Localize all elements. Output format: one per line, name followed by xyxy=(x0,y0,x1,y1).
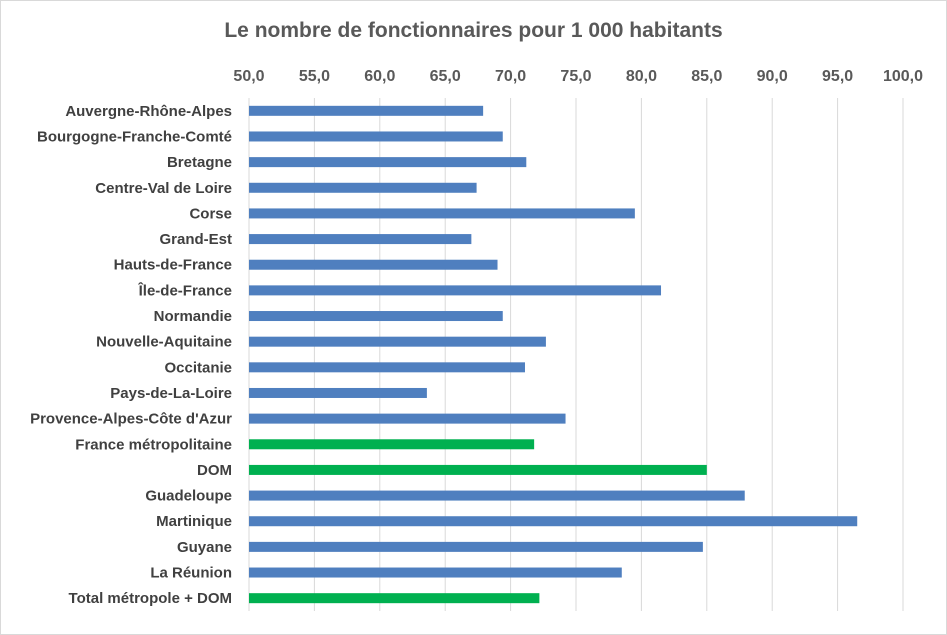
bar xyxy=(249,285,662,296)
category-label: Nouvelle-Aquitaine xyxy=(96,334,232,351)
bar xyxy=(249,541,703,552)
x-tick-label: 90,0 xyxy=(757,68,788,85)
category-label: Total métropole + DOM xyxy=(69,590,232,607)
category-label: Martinique xyxy=(156,513,232,530)
bar xyxy=(249,464,707,475)
bar xyxy=(249,208,635,219)
bar xyxy=(249,157,527,168)
bar xyxy=(249,567,622,578)
category-label: Guyane xyxy=(177,539,232,556)
bar xyxy=(249,336,546,347)
category-label: Guadeloupe xyxy=(145,488,232,505)
category-label: DOM xyxy=(197,462,232,479)
x-tick-label: 55,0 xyxy=(299,68,330,85)
bars xyxy=(249,105,858,604)
bar xyxy=(249,234,472,245)
category-label: Auvergne-Rhône-Alpes xyxy=(65,103,232,120)
chart-title: Le nombre de fonctionnaires pour 1 000 h… xyxy=(224,19,723,42)
x-tick-label: 50,0 xyxy=(233,68,264,85)
x-tick-label: 95,0 xyxy=(822,68,853,85)
x-tick-label: 100,0 xyxy=(883,68,923,85)
x-tick-label: 85,0 xyxy=(691,68,722,85)
category-label: Pays-de-La-Loire xyxy=(110,385,232,402)
bar xyxy=(249,105,484,116)
bar xyxy=(249,131,503,142)
category-label: Centre-Val de Loire xyxy=(95,180,232,197)
bar xyxy=(249,259,498,270)
category-label: Normandie xyxy=(154,308,232,325)
bar xyxy=(249,413,566,424)
x-tick-label: 60,0 xyxy=(364,68,395,85)
category-labels: Auvergne-Rhône-Alpes Bourgogne-Franche-Co… xyxy=(30,103,232,607)
x-tick-label: 65,0 xyxy=(430,68,461,85)
bar xyxy=(249,593,540,604)
category-label: Corse xyxy=(189,205,232,222)
bar xyxy=(249,182,477,193)
category-label: Hauts-de-France xyxy=(114,257,232,274)
x-axis-ticks: 50,0 55,0 60,0 65,0 70,0 75,0 80,0 85,0 90,0 95,0… xyxy=(233,68,923,85)
category-label: La Réunion xyxy=(150,565,232,582)
bar xyxy=(249,516,858,527)
bar xyxy=(249,387,427,398)
bar xyxy=(249,311,503,322)
category-label: Grand-Est xyxy=(159,231,232,248)
category-label: Provence-Alpes-Côte d'Azur xyxy=(30,411,232,428)
bar xyxy=(249,490,745,501)
bar xyxy=(249,439,535,450)
gridlines xyxy=(248,98,904,611)
category-label: Île-de-France xyxy=(138,281,232,299)
x-tick-label: 75,0 xyxy=(560,68,591,85)
category-label: Occitanie xyxy=(164,359,232,376)
x-tick-label: 70,0 xyxy=(495,68,526,85)
category-label: Bretagne xyxy=(167,154,232,171)
category-label: Bourgogne-Franche-Comté xyxy=(37,128,232,145)
x-tick-label: 80,0 xyxy=(626,68,657,85)
category-label: France métropolitaine xyxy=(75,436,232,453)
bar xyxy=(249,362,525,373)
